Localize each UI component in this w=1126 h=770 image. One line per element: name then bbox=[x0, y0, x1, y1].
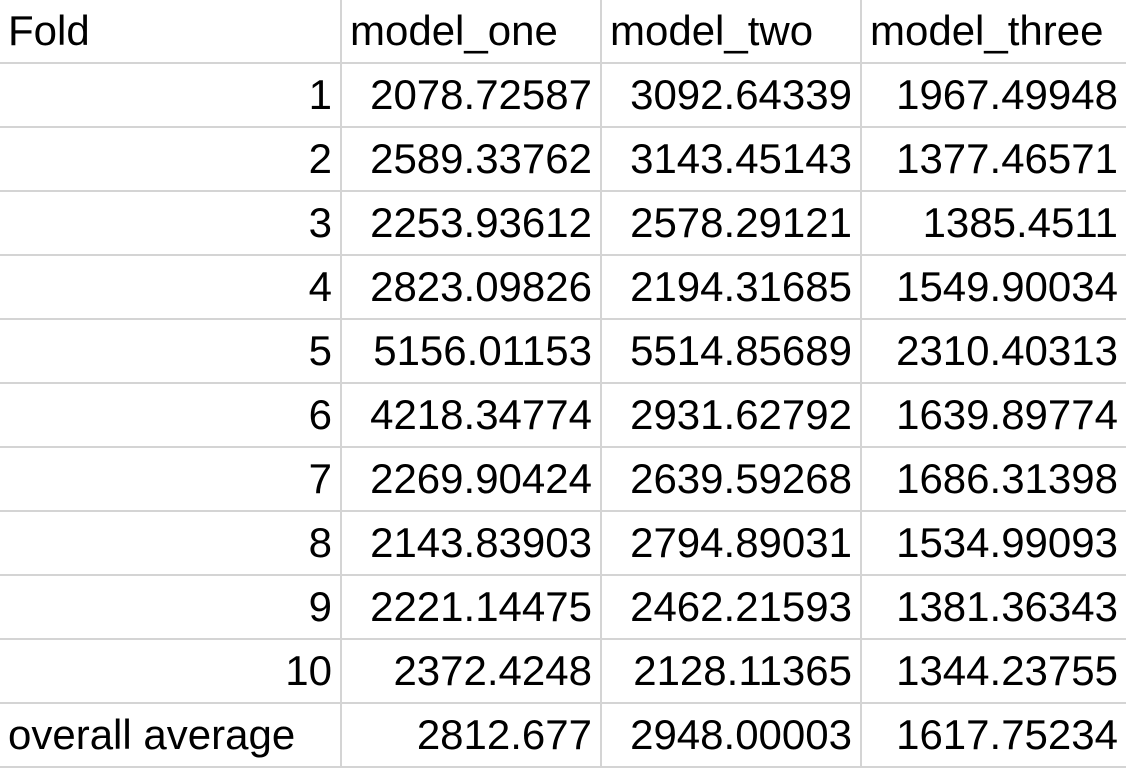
model-two-cell[interactable]: 5514.85689 bbox=[601, 319, 862, 384]
model-three-cell[interactable]: 1549.90034 bbox=[861, 255, 1126, 320]
model-two-cell[interactable]: 3143.45143 bbox=[601, 127, 862, 192]
model-one-cell[interactable]: 2589.33762 bbox=[341, 127, 602, 192]
model-one-cell[interactable]: 5156.01153 bbox=[341, 319, 602, 384]
header-cell-model-three[interactable]: model_three bbox=[861, 0, 1126, 64]
model-one-cell[interactable]: 2078.72587 bbox=[341, 63, 602, 128]
model-one-cell[interactable]: 2823.09826 bbox=[341, 255, 602, 320]
model-one-cell[interactable]: 2372.4248 bbox=[341, 639, 602, 704]
fold-cell[interactable]: 9 bbox=[0, 575, 342, 640]
fold-cell[interactable]: 1 bbox=[0, 63, 342, 128]
table-row: 4 2823.09826 2194.31685 1549.90034 bbox=[0, 255, 1126, 320]
fold-cell[interactable]: 8 bbox=[0, 511, 342, 576]
model-two-cell[interactable]: 2578.29121 bbox=[601, 191, 862, 256]
model-two-cell[interactable]: 3092.64339 bbox=[601, 63, 862, 128]
model-three-cell[interactable]: 2310.40313 bbox=[861, 319, 1126, 384]
model-one-cell[interactable]: 2269.90424 bbox=[341, 447, 602, 512]
model-one-cell[interactable]: 2221.14475 bbox=[341, 575, 602, 640]
summary-model-two-cell[interactable]: 2948.00003 bbox=[601, 703, 862, 768]
table-row: 2 2589.33762 3143.45143 1377.46571 bbox=[0, 127, 1126, 192]
fold-cell[interactable]: 4 bbox=[0, 255, 342, 320]
model-two-cell[interactable]: 2462.21593 bbox=[601, 575, 862, 640]
header-row: Fold model_one model_two model_three bbox=[0, 0, 1126, 64]
fold-cell[interactable]: 2 bbox=[0, 127, 342, 192]
fold-cell[interactable]: 5 bbox=[0, 319, 342, 384]
fold-cell[interactable]: 6 bbox=[0, 383, 342, 448]
model-two-cell[interactable]: 2639.59268 bbox=[601, 447, 862, 512]
model-three-cell[interactable]: 1385.4511 bbox=[861, 191, 1126, 256]
model-three-cell[interactable]: 1377.46571 bbox=[861, 127, 1126, 192]
model-three-cell[interactable]: 1686.31398 bbox=[861, 447, 1126, 512]
fold-cell[interactable]: 10 bbox=[0, 639, 342, 704]
header-cell-model-one[interactable]: model_one bbox=[341, 0, 602, 64]
model-two-cell[interactable]: 2128.11365 bbox=[601, 639, 862, 704]
table-row: 6 4218.34774 2931.62792 1639.89774 bbox=[0, 383, 1126, 448]
model-three-cell[interactable]: 1344.23755 bbox=[861, 639, 1126, 704]
summary-row: overall average 2812.677 2948.00003 1617… bbox=[0, 703, 1126, 768]
fold-cell[interactable]: 3 bbox=[0, 191, 342, 256]
model-two-cell[interactable]: 2794.89031 bbox=[601, 511, 862, 576]
model-three-cell[interactable]: 1534.99093 bbox=[861, 511, 1126, 576]
model-three-cell[interactable]: 1639.89774 bbox=[861, 383, 1126, 448]
table-row: 10 2372.4248 2128.11365 1344.23755 bbox=[0, 639, 1126, 704]
summary-label-cell[interactable]: overall average bbox=[0, 703, 342, 768]
model-two-cell[interactable]: 2194.31685 bbox=[601, 255, 862, 320]
model-three-cell[interactable]: 1967.49948 bbox=[861, 63, 1126, 128]
header-cell-fold[interactable]: Fold bbox=[0, 0, 342, 64]
table-row: 8 2143.83903 2794.89031 1534.99093 bbox=[0, 511, 1126, 576]
model-one-cell[interactable]: 2143.83903 bbox=[341, 511, 602, 576]
summary-model-three-cell[interactable]: 1617.75234 bbox=[861, 703, 1126, 768]
model-three-cell[interactable]: 1381.36343 bbox=[861, 575, 1126, 640]
model-one-cell[interactable]: 2253.93612 bbox=[341, 191, 602, 256]
table-row: 3 2253.93612 2578.29121 1385.4511 bbox=[0, 191, 1126, 256]
fold-cell[interactable]: 7 bbox=[0, 447, 342, 512]
table-row: 1 2078.72587 3092.64339 1967.49948 bbox=[0, 63, 1126, 128]
table-row: 9 2221.14475 2462.21593 1381.36343 bbox=[0, 575, 1126, 640]
table-row: 5 5156.01153 5514.85689 2310.40313 bbox=[0, 319, 1126, 384]
summary-model-one-cell[interactable]: 2812.677 bbox=[341, 703, 602, 768]
header-cell-model-two[interactable]: model_two bbox=[601, 0, 862, 64]
table-row: 7 2269.90424 2639.59268 1686.31398 bbox=[0, 447, 1126, 512]
model-one-cell[interactable]: 4218.34774 bbox=[341, 383, 602, 448]
model-two-cell[interactable]: 2931.62792 bbox=[601, 383, 862, 448]
